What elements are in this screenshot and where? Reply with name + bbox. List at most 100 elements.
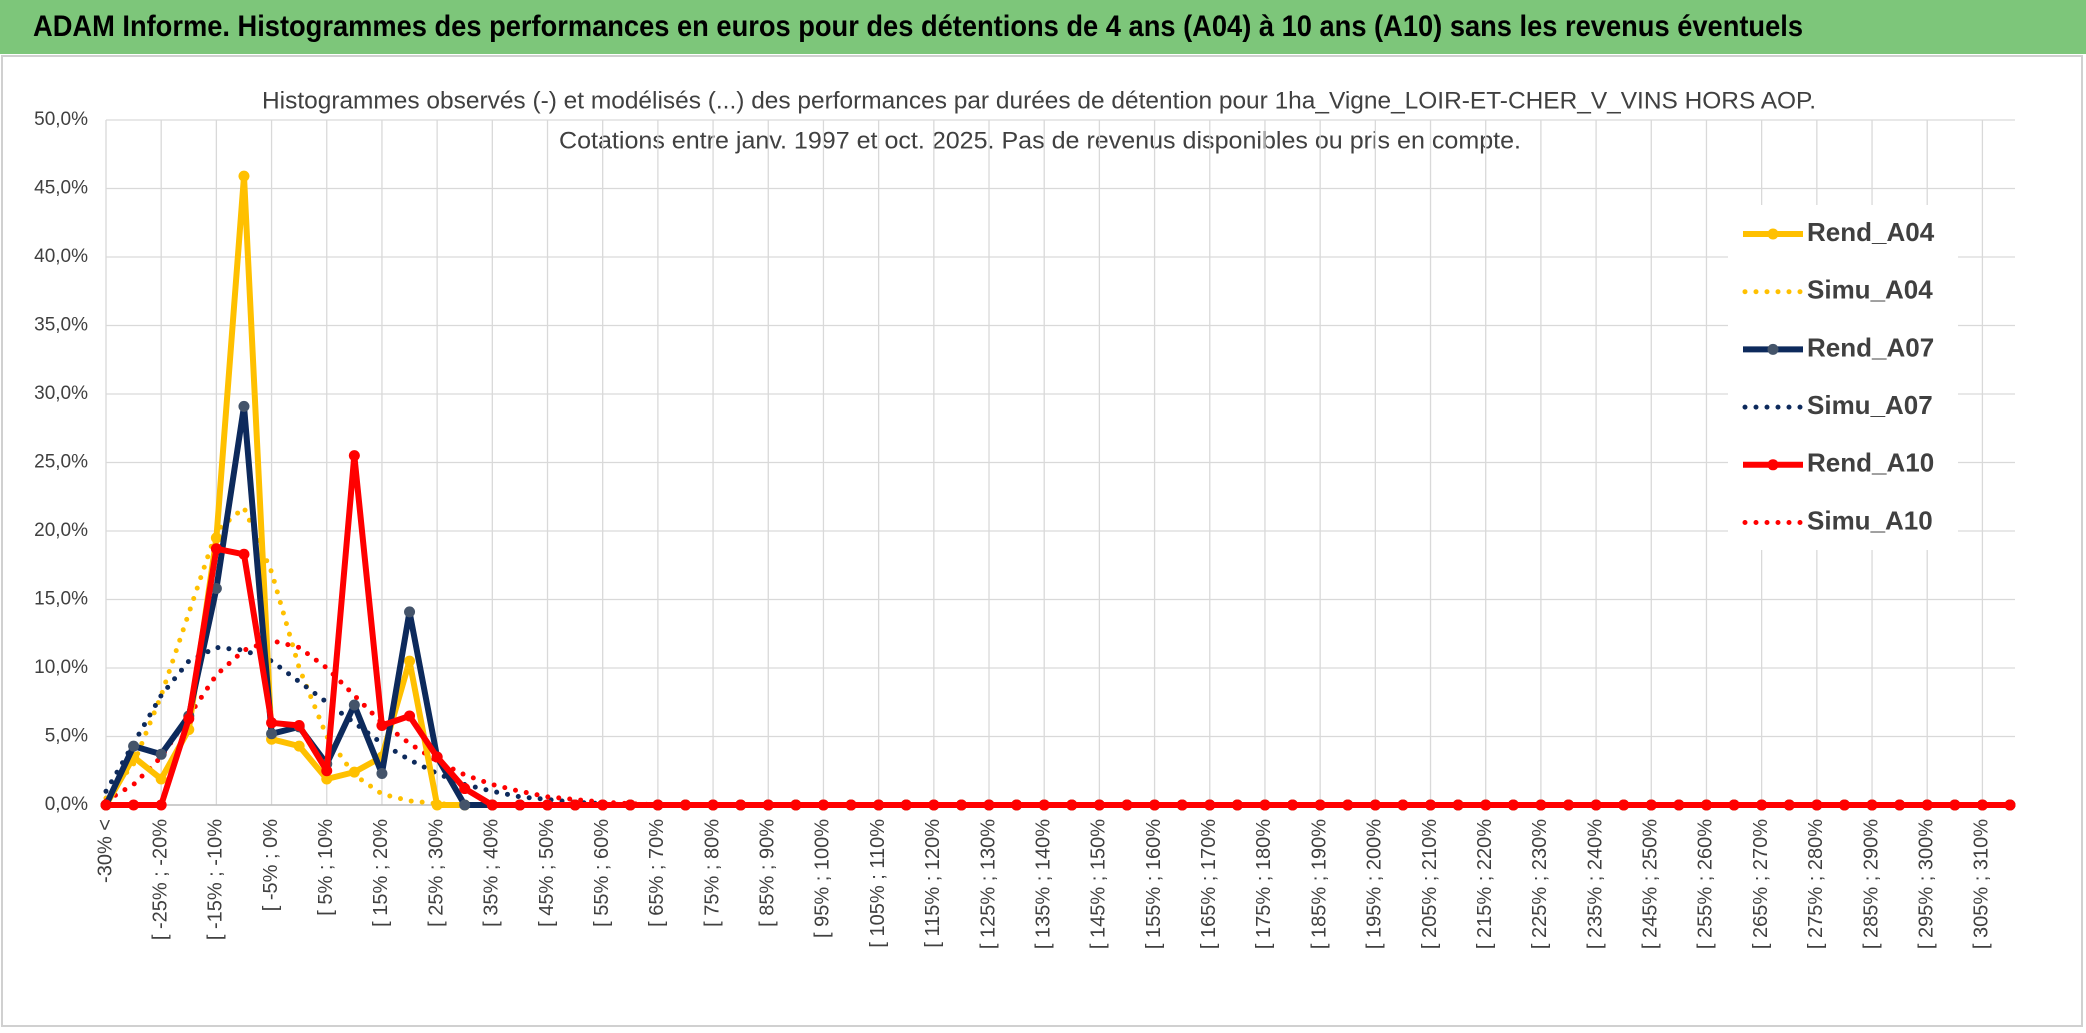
series-marker: [1728, 799, 1740, 811]
series-marker: [1121, 799, 1133, 811]
y-tick-label: 20,0%: [34, 520, 88, 541]
series-marker: [2004, 799, 2016, 811]
chart-title: Histogrammes observés (-) et modélisés (…: [262, 87, 1816, 114]
x-tick-label: [ 135% ; 140%: [1032, 819, 1054, 949]
series-marker: [514, 799, 526, 811]
x-tick-label: [ 75% ; 80%: [701, 819, 723, 927]
series-marker: [707, 799, 719, 811]
series-marker: [1811, 799, 1823, 811]
series-marker: [486, 799, 498, 811]
x-tick-label: [ -15% ; -10%: [205, 819, 227, 940]
x-tick-label: [ 225% ; 230%: [1529, 819, 1551, 949]
header-title: ADAM Informe. Histogrammes des performan…: [33, 10, 1803, 43]
series-marker: [266, 717, 278, 729]
series-marker: [459, 783, 471, 795]
series-marker: [1562, 799, 1574, 811]
y-tick-label: 50,0%: [34, 109, 88, 130]
series-marker: [1976, 799, 1988, 811]
series-marker: [624, 799, 636, 811]
series-marker: [210, 583, 222, 595]
series-marker: [597, 799, 609, 811]
series-marker: [155, 748, 167, 760]
x-tick-label: [ 295% ; 300%: [1915, 819, 1937, 949]
y-tick-label: 25,0%: [34, 452, 88, 473]
series-marker: [1838, 799, 1850, 811]
x-tick-label: [ 65% ; 70%: [646, 819, 668, 927]
series-marker: [210, 532, 222, 544]
series-marker: [983, 799, 995, 811]
x-tick-label: [ 205% ; 210%: [1419, 819, 1441, 949]
x-tick-label: [ 85% ; 90%: [757, 819, 779, 927]
x-tick-label: [ 35% ; 40%: [481, 819, 503, 927]
series-marker: [128, 740, 140, 752]
y-tick-label: 30,0%: [34, 383, 88, 404]
x-tick-label: [ 305% ; 310%: [1971, 819, 1993, 949]
series-marker: [1066, 799, 1078, 811]
series-marker: [1756, 799, 1768, 811]
series-marker: [459, 799, 471, 811]
x-tick-label: [ 125% ; 130%: [977, 819, 999, 949]
legend-marker: [1767, 343, 1779, 355]
series-marker: [1783, 799, 1795, 811]
series-marker: [293, 740, 305, 752]
series-marker: [1949, 799, 1961, 811]
series-marker: [900, 799, 912, 811]
series-line: [106, 452, 2010, 808]
x-tick-label: -30% <: [94, 819, 116, 883]
legend-label: Simu_A04: [1807, 275, 1933, 305]
legend-label: Rend_A07: [1807, 332, 1934, 362]
x-tick-label: [ 265% ; 270%: [1750, 819, 1772, 949]
chart-border: [1, 55, 2083, 1027]
x-tick-label: [ 235% ; 240%: [1584, 819, 1606, 949]
series-marker: [1507, 799, 1519, 811]
series-marker: [210, 543, 222, 555]
series-marker: [404, 606, 416, 618]
x-tick-label: [ 275% ; 280%: [1805, 819, 1827, 949]
x-tick-label: [ 215% ; 220%: [1474, 819, 1496, 949]
series-marker: [1397, 799, 1409, 811]
x-tick-label: [ 15% ; 20%: [370, 819, 392, 927]
series-marker: [1342, 799, 1354, 811]
legend-marker: [1767, 459, 1779, 471]
x-tick-label: [ -25% ; -20%: [149, 819, 171, 940]
y-tick-label: 40,0%: [34, 246, 88, 267]
series-marker: [348, 699, 360, 711]
header-bar: [0, 0, 2086, 54]
x-tick-label: [ 245% ; 250%: [1640, 819, 1662, 949]
series-marker: [376, 767, 388, 779]
series-marker: [1314, 799, 1326, 811]
series-marker: [1452, 799, 1464, 811]
series-marker: [431, 751, 443, 763]
y-tick-label: 35,0%: [34, 315, 88, 336]
series-marker: [790, 799, 802, 811]
y-tick-label: 15,0%: [34, 589, 88, 610]
series-marker: [1287, 799, 1299, 811]
series-marker: [1259, 799, 1271, 811]
series-marker: [404, 710, 416, 722]
x-tick-label: [ 115% ; 120%: [922, 819, 944, 948]
series-marker: [845, 799, 857, 811]
series-marker: [1176, 799, 1188, 811]
x-tick-label: [ 155% ; 160%: [1143, 819, 1165, 949]
series-marker: [1700, 799, 1712, 811]
x-tick-label: [ 55% ; 60%: [591, 819, 613, 927]
series-marker: [1204, 799, 1216, 811]
series-marker: [238, 548, 250, 560]
series-marker: [1093, 799, 1105, 811]
x-tick-label: [ 175% ; 180%: [1253, 819, 1275, 949]
y-tick-label: 45,0%: [34, 178, 88, 199]
series-marker: [100, 799, 112, 811]
series-marker: [321, 765, 333, 777]
x-tick-label: [ 95% ; 100%: [812, 819, 834, 938]
series-marker: [542, 799, 554, 811]
series-marker: [817, 799, 829, 811]
x-tick-label: [ 285% ; 290%: [1860, 819, 1882, 949]
x-tick-label: [ 45% ; 50%: [536, 819, 558, 927]
series-marker: [1149, 799, 1161, 811]
series-marker: [376, 720, 388, 732]
series-marker: [569, 799, 581, 811]
series-marker: [128, 799, 140, 811]
y-tick-label: 10,0%: [34, 657, 88, 678]
